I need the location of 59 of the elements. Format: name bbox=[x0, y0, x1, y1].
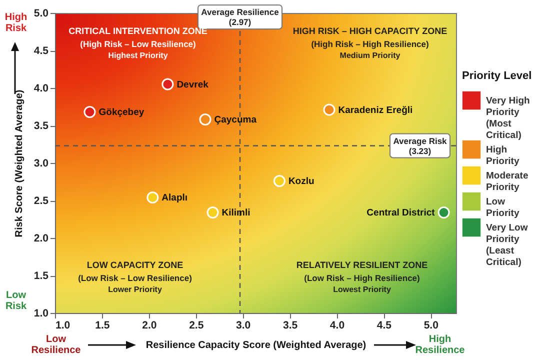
point bbox=[273, 175, 286, 187]
y-tick-label: 5.0 bbox=[34, 8, 49, 20]
legend-label: Low Priority bbox=[486, 196, 520, 219]
y-tick-label: 1.0 bbox=[34, 308, 49, 320]
annotation: RELATIVELY RESILIENT ZONE bbox=[296, 260, 428, 270]
annotation: Central District bbox=[366, 208, 436, 218]
ref-line-label: Average Resilience (2.97) bbox=[201, 7, 280, 27]
point bbox=[323, 104, 336, 116]
x-tick-label: 3.5 bbox=[282, 320, 298, 332]
legend-label: Moderate Priority bbox=[486, 170, 528, 193]
point bbox=[162, 78, 174, 90]
annotation: Highest Priority bbox=[108, 51, 168, 60]
y-tick-label: 2.5 bbox=[34, 195, 49, 207]
annotation: CRITICAL INTERVENTION ZONE bbox=[68, 26, 208, 36]
point bbox=[146, 192, 159, 204]
annotation: Devrek bbox=[176, 79, 210, 90]
text: Low Resilience bbox=[31, 334, 82, 356]
x-axis-title: Resilience Capacity Score (Weighted Average) bbox=[146, 340, 366, 351]
legend-label: Very High Priority (Most Critical) bbox=[486, 96, 530, 141]
x-tick-label: 2.5 bbox=[189, 320, 204, 332]
annotation: Alaplı bbox=[162, 192, 188, 204]
point bbox=[84, 106, 96, 118]
x-tick-label: 1.0 bbox=[56, 320, 70, 332]
ref-line-label: Average Risk (3.23) bbox=[393, 136, 448, 156]
x-tick-label: 2.0 bbox=[142, 320, 157, 332]
y-tick-label: 4.0 bbox=[34, 82, 49, 94]
y-tick-label: 3.0 bbox=[34, 158, 49, 170]
annotation: HIGH RISK – HIGH CAPACITY ZONE bbox=[292, 26, 448, 36]
annotation: Karadeniz Ereğli bbox=[338, 104, 413, 116]
annotation: Lowest Priority bbox=[333, 285, 392, 294]
annotation: (Low Risk – High Resilience) bbox=[304, 273, 420, 283]
point bbox=[199, 114, 212, 126]
y-tick-label: 1.5 bbox=[34, 270, 49, 282]
point bbox=[438, 206, 450, 218]
x-tick-label: 1.5 bbox=[95, 320, 110, 332]
point bbox=[206, 206, 219, 218]
annotation: (Low Risk – Low Resilience) bbox=[78, 273, 192, 283]
annotation: (High Risk – Low Resilience) bbox=[80, 39, 196, 49]
y-axis-title: Risk Score (Weighted Average) bbox=[14, 90, 25, 238]
x-tick-label: 3.0 bbox=[236, 320, 251, 332]
y-tick-label: 3.5 bbox=[34, 120, 49, 132]
x-tick-label: 5.0 bbox=[424, 320, 439, 332]
text: High Resilience bbox=[415, 334, 466, 356]
text: Low Risk bbox=[5, 290, 27, 312]
legend-label: High Priority bbox=[486, 144, 520, 167]
annotation: Lower Priority bbox=[108, 285, 162, 294]
annotation: Gökçebey bbox=[98, 107, 145, 118]
legend-title: Priority Level bbox=[462, 70, 532, 82]
x-tick-label: 4.0 bbox=[330, 320, 345, 332]
annotation: LOW CAPACITY ZONE bbox=[86, 260, 184, 270]
x-tick-label: 4.5 bbox=[376, 320, 392, 332]
y-tick-label: 4.5 bbox=[34, 45, 49, 57]
annotation: Medium Priority bbox=[340, 51, 401, 60]
annotation: Çaycuma bbox=[214, 114, 258, 126]
annotation: Kozlu bbox=[288, 176, 314, 187]
legend-label: Very Low Priority (Least Critical) bbox=[486, 222, 528, 268]
text: High Risk bbox=[4, 12, 28, 34]
y-tick-label: 2.0 bbox=[34, 232, 49, 244]
annotation: (High Risk – High Resilience) bbox=[311, 39, 429, 49]
